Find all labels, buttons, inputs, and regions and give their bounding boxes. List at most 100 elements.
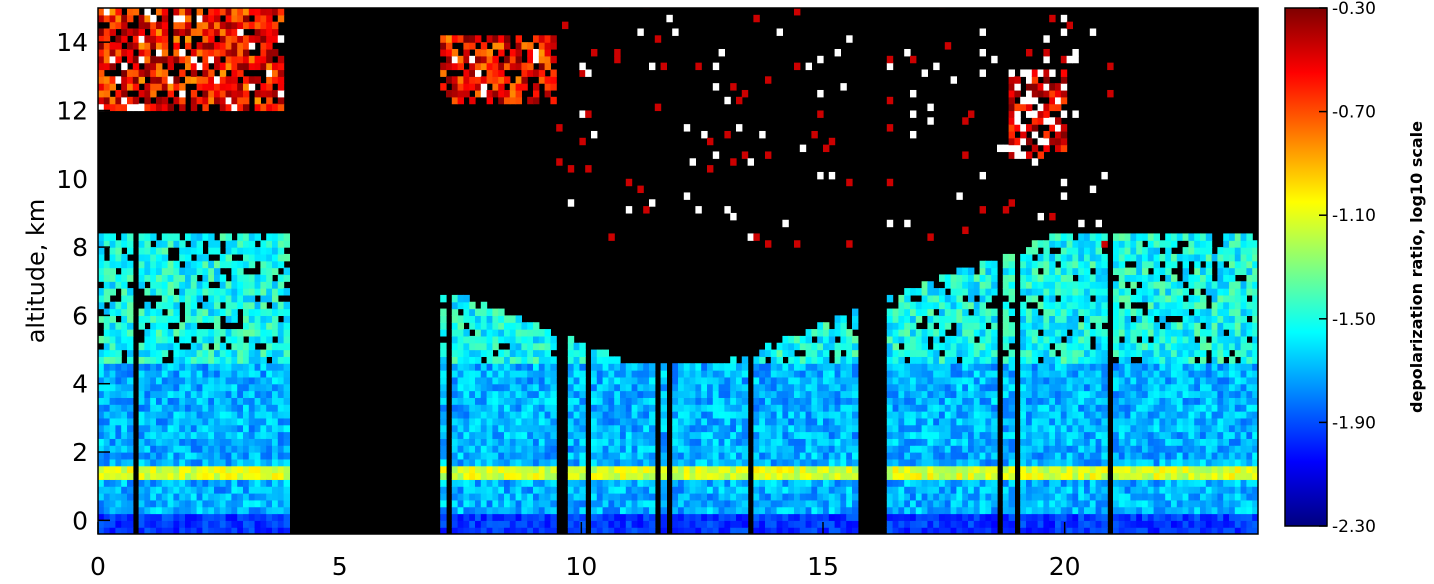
heatmap-cell — [243, 329, 250, 337]
heatmap-cell — [602, 452, 609, 460]
heatmap-cell — [248, 383, 256, 392]
heatmap-cell — [486, 472, 493, 480]
heatmap-cell — [794, 376, 801, 385]
heatmap-cell — [730, 493, 737, 501]
heatmap-cell — [637, 493, 644, 501]
heatmap-cell — [904, 383, 911, 392]
heatmap-cell — [724, 206, 731, 214]
heatmap-cell — [683, 438, 691, 446]
heatmap-cell — [939, 472, 946, 480]
heatmap-cell — [266, 513, 273, 521]
heatmap-cell — [103, 438, 111, 446]
heatmap-cell — [538, 452, 546, 460]
heatmap-cell — [283, 465, 290, 474]
heatmap-cell — [272, 513, 279, 521]
heatmap-cell — [730, 370, 737, 378]
heatmap-cell — [475, 315, 482, 323]
heatmap-cell — [144, 55, 151, 64]
heatmap-cell — [985, 520, 992, 528]
heatmap-cell — [538, 445, 546, 453]
heatmap-cell — [527, 493, 534, 501]
heatmap-cell — [231, 14, 238, 23]
heatmap-cell — [527, 520, 534, 528]
heatmap-cell — [243, 479, 250, 487]
heatmap-cell — [1060, 83, 1068, 91]
heatmap-cell — [712, 499, 720, 508]
heatmap-cell — [115, 55, 122, 64]
heatmap-cell — [933, 411, 940, 419]
heatmap-cell — [150, 499, 157, 508]
heatmap-cell — [225, 294, 232, 303]
heatmap-cell — [185, 322, 192, 330]
heatmap-cell — [538, 493, 546, 501]
heatmap-cell — [950, 417, 957, 426]
heatmap-cell — [1026, 370, 1033, 378]
heatmap-cell — [260, 83, 267, 91]
heatmap-cell — [759, 486, 766, 494]
heatmap-cell — [190, 356, 198, 364]
heatmap-cell — [579, 486, 586, 494]
heatmap-cell — [614, 438, 621, 446]
heatmap-cell — [707, 486, 714, 494]
heatmap-cell — [538, 390, 546, 398]
heatmap-cell — [701, 527, 708, 534]
heatmap-cell — [544, 499, 551, 508]
heatmap-cell — [196, 452, 203, 460]
heatmap-cell — [718, 445, 725, 453]
heatmap-cell — [805, 376, 812, 385]
heatmap-cell — [237, 499, 244, 508]
heatmap-cell — [683, 493, 691, 501]
heatmap-cell — [504, 397, 511, 405]
heatmap-cell — [231, 465, 238, 474]
heatmap-cell — [689, 424, 696, 433]
heatmap-cell — [161, 370, 169, 378]
heatmap-cell — [127, 458, 134, 467]
heatmap-cell — [1008, 110, 1015, 118]
heatmap-cell — [567, 486, 575, 494]
heatmap-cell — [939, 404, 946, 412]
heatmap-cell — [185, 486, 192, 494]
heatmap-cell — [1031, 144, 1039, 153]
heatmap-cell — [979, 322, 986, 330]
heatmap-cell — [736, 499, 743, 508]
heatmap-cell — [788, 397, 795, 405]
heatmap-cell — [1049, 486, 1056, 494]
heatmap-cell — [161, 240, 169, 248]
heatmap-cell — [173, 96, 180, 105]
heatmap-cell — [202, 21, 209, 30]
heatmap-cell — [515, 376, 522, 385]
heatmap-cell — [225, 76, 232, 84]
heatmap-cell — [904, 322, 911, 330]
heatmap-cell — [277, 301, 285, 310]
heatmap-cell — [533, 35, 540, 43]
heatmap-cell — [852, 411, 859, 419]
heatmap-cell — [625, 479, 633, 487]
heatmap-cell — [915, 479, 923, 487]
heatmap-cell — [440, 62, 447, 71]
heatmap-cell — [521, 431, 528, 439]
heatmap-cell — [736, 124, 743, 132]
heatmap-cell — [643, 431, 650, 439]
heatmap-cell — [672, 28, 679, 36]
heatmap-cell — [817, 171, 824, 180]
heatmap-cell — [103, 281, 111, 289]
heatmap-cell — [799, 370, 807, 378]
heatmap-cell — [214, 247, 221, 255]
heatmap-cell — [150, 520, 157, 528]
heatmap-cell — [550, 35, 557, 43]
heatmap-cell — [579, 493, 586, 501]
heatmap-cell — [475, 397, 482, 405]
heatmap-cell — [179, 445, 186, 453]
heatmap-cell — [915, 506, 923, 515]
heatmap-cell — [898, 445, 905, 453]
heatmap-cell — [115, 342, 122, 351]
heatmap-cell — [991, 281, 998, 289]
heatmap-cell — [550, 397, 557, 405]
heatmap-cell — [1031, 506, 1039, 515]
heatmap-cell — [109, 48, 116, 57]
heatmap-cell — [898, 397, 905, 405]
heatmap-cell — [1055, 472, 1062, 480]
heatmap-cell — [492, 42, 499, 50]
heatmap-cell — [498, 397, 505, 405]
heatmap-cell — [185, 383, 192, 392]
